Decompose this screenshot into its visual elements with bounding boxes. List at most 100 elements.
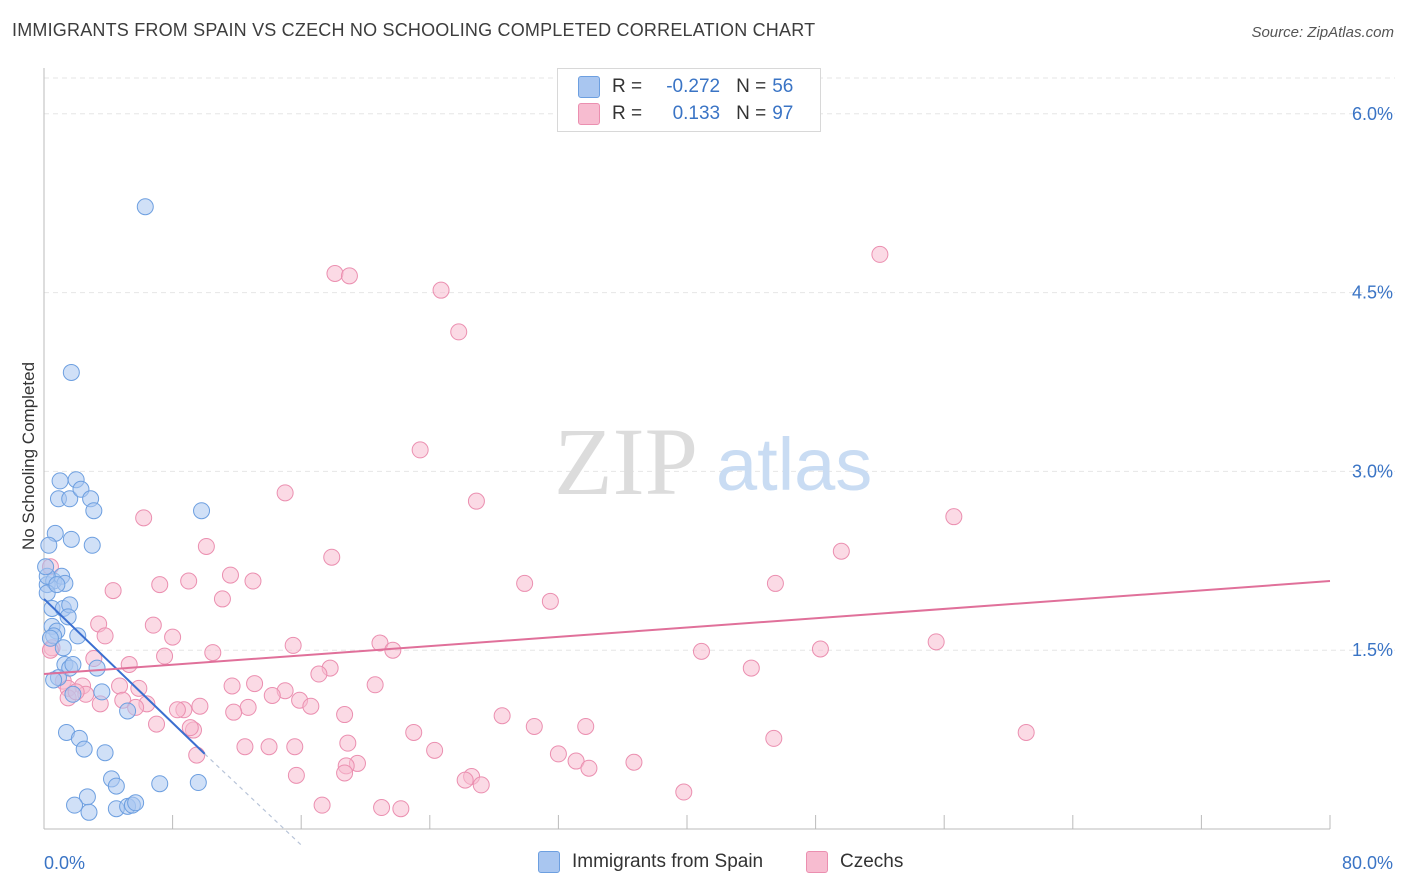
czech-point bbox=[340, 267, 358, 285]
r-label: R = bbox=[612, 76, 643, 97]
y-axis-label: No Schooling Completed bbox=[19, 362, 38, 550]
czech-point bbox=[135, 509, 153, 527]
czech-point bbox=[144, 616, 162, 634]
r-label: R = bbox=[612, 103, 643, 124]
spain-point bbox=[37, 558, 55, 576]
czech-point bbox=[765, 729, 783, 747]
legend-label: Czechs bbox=[840, 851, 904, 872]
spain-point bbox=[40, 536, 58, 554]
y-tick-label: 1.5% bbox=[1352, 640, 1393, 660]
czech-point bbox=[120, 655, 138, 673]
spain-point bbox=[61, 490, 79, 508]
czech-point bbox=[580, 759, 598, 777]
n-label: N = bbox=[736, 103, 767, 124]
czech-point bbox=[156, 647, 174, 665]
gridlines bbox=[44, 77, 1395, 651]
czech-point bbox=[945, 508, 963, 526]
czech-point bbox=[204, 644, 222, 662]
czech-point bbox=[456, 771, 474, 789]
czech-trend-line bbox=[43, 580, 1331, 676]
czech-point bbox=[260, 738, 278, 756]
czech-point bbox=[284, 636, 302, 654]
spain-point bbox=[193, 502, 211, 520]
czech-point bbox=[313, 796, 331, 814]
spain-point bbox=[96, 744, 114, 762]
czech-point bbox=[675, 783, 693, 801]
spain-point bbox=[88, 659, 106, 677]
czech-point bbox=[927, 633, 945, 651]
spain-trend-line bbox=[43, 598, 206, 755]
czech-point bbox=[392, 800, 410, 818]
czech-point bbox=[302, 697, 320, 715]
spain-point bbox=[119, 702, 137, 720]
spain-point bbox=[64, 685, 82, 703]
czech-point bbox=[276, 484, 294, 502]
czech-swatch bbox=[578, 103, 600, 125]
spain-point bbox=[59, 608, 77, 626]
legend-item-czech: Czechs bbox=[806, 851, 903, 873]
x-tick-label: 80.0% bbox=[1342, 853, 1393, 873]
czech-point bbox=[168, 701, 186, 719]
czech-point bbox=[871, 245, 889, 263]
czech-point bbox=[223, 677, 241, 695]
legend-item-spain: Immigrants from Spain bbox=[538, 851, 763, 873]
spain-point bbox=[136, 198, 154, 216]
watermark-zip: ZIP bbox=[554, 408, 698, 515]
spain-point bbox=[80, 803, 98, 821]
czech-point bbox=[472, 776, 490, 794]
spain-swatch bbox=[538, 851, 560, 873]
czech-point bbox=[832, 542, 850, 560]
spain-point bbox=[48, 576, 66, 594]
czech-point bbox=[450, 323, 468, 341]
czech-point bbox=[310, 665, 328, 683]
spain-point bbox=[85, 502, 103, 520]
spain-point bbox=[41, 629, 59, 647]
czech-point bbox=[625, 753, 643, 771]
czech-point bbox=[366, 676, 384, 694]
czech-point bbox=[197, 537, 215, 555]
spain-point bbox=[189, 774, 207, 792]
czech-point bbox=[426, 741, 444, 759]
czech-point bbox=[111, 677, 129, 695]
czech-point bbox=[493, 707, 511, 725]
czech-point bbox=[225, 703, 243, 721]
r-value: -0.272 bbox=[666, 76, 721, 97]
czech-point bbox=[411, 441, 429, 459]
czech-point bbox=[164, 628, 182, 646]
spain-point bbox=[51, 472, 69, 490]
czech-point bbox=[336, 706, 354, 724]
czech-point bbox=[373, 799, 391, 817]
spain-swatch bbox=[578, 76, 600, 98]
czech-point bbox=[336, 764, 354, 782]
axes bbox=[43, 68, 1331, 830]
chart-title: IMMIGRANTS FROM SPAIN VS CZECH NO SCHOOL… bbox=[12, 20, 816, 40]
series-legend: Immigrants from Spain Czechs bbox=[0, 851, 1406, 877]
czech-point bbox=[213, 590, 231, 608]
czech-point bbox=[811, 640, 829, 658]
czech-point bbox=[96, 627, 114, 645]
spain-point bbox=[93, 683, 111, 701]
czech-point bbox=[326, 264, 344, 282]
czech-point bbox=[239, 698, 257, 716]
czech-point bbox=[432, 281, 450, 299]
spain-point bbox=[54, 639, 72, 657]
trend-lines bbox=[43, 580, 1331, 846]
spain-point bbox=[64, 655, 82, 673]
y-tick-label: 3.0% bbox=[1352, 461, 1393, 481]
czech-point bbox=[181, 719, 199, 737]
legend-row-czech: R = 0.133 N = 97 bbox=[578, 101, 793, 127]
czech-swatch bbox=[806, 851, 828, 873]
tick-labels: 1.5% 3.0% 4.5% 6.0% 0.0% 80.0% bbox=[44, 104, 1393, 873]
source-credit: Source: ZipAtlas.com bbox=[1251, 24, 1394, 41]
czech-point bbox=[287, 766, 305, 784]
spain-point bbox=[107, 777, 125, 795]
czech-point bbox=[766, 574, 784, 592]
czech-point bbox=[221, 566, 239, 584]
czech-point bbox=[549, 745, 567, 763]
y-tick-label: 6.0% bbox=[1352, 104, 1393, 124]
czech-point bbox=[188, 746, 206, 764]
r-value: 0.133 bbox=[672, 103, 721, 124]
x-tick-label: 0.0% bbox=[44, 853, 85, 873]
spain-point bbox=[151, 775, 169, 793]
